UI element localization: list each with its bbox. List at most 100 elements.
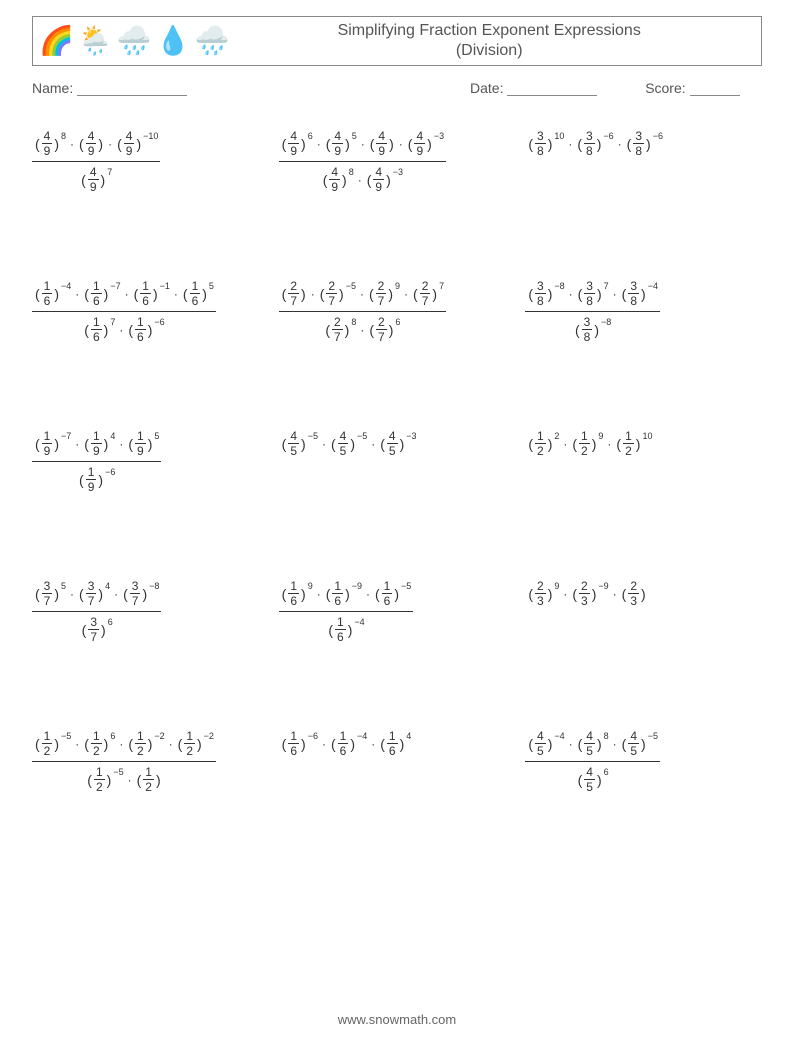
denominator: (49)7: [32, 164, 160, 195]
numerator: (12)2·(12)9·(12)10: [525, 428, 654, 459]
footer-url: www.snowmath.com: [0, 1012, 794, 1027]
problem-cell: (45)−5·(45)−5·(45)−3: [279, 428, 516, 508]
fraction-term: (16)5: [182, 280, 214, 307]
problem-cell: (12)−5·(12)6·(12)−2·(12)−2(12)−5·(12): [32, 728, 269, 808]
denominator: (12)−5·(12): [32, 764, 216, 795]
fraction-term: (16)−4: [34, 280, 71, 307]
division-bar: [32, 461, 161, 462]
fraction-term: (49)8: [322, 166, 354, 193]
denominator: (16)−4: [279, 614, 414, 645]
problem-cell: (16)−6·(16)−4·(16)4: [279, 728, 516, 808]
denominator: (37)6: [32, 614, 161, 645]
fraction-term: (16)−4: [330, 730, 367, 757]
fraction-term: (12)−5: [86, 766, 123, 793]
denominator: (16)7·(16)−6: [32, 314, 216, 345]
division-bar: [279, 611, 414, 612]
fraction-term: (19)4: [83, 430, 115, 457]
expression: (45)−5·(45)−5·(45)−3: [279, 428, 419, 459]
problem-cell: (45)−4·(45)8·(45)−5(45)6: [525, 728, 762, 808]
division-bar: [279, 311, 446, 312]
expression: (19)−7·(19)4·(19)5(19)−6: [32, 428, 161, 495]
weather-icon: 🌧️: [195, 27, 230, 55]
numerator: (45)−5·(45)−5·(45)−3: [279, 428, 419, 459]
fraction-term: (16)−1: [133, 280, 170, 307]
fraction-term: (45)−5: [621, 730, 658, 757]
denominator: (27)8·(27)6: [279, 314, 446, 345]
fraction-term: (49)8: [34, 130, 66, 157]
fraction-term: (45)8: [577, 730, 609, 757]
numerator: (49)8·(49)·(49)−10: [32, 128, 160, 159]
fraction-term: (27)7: [412, 280, 444, 307]
name-blank[interactable]: [77, 82, 187, 96]
fraction-term: (38)−4: [621, 280, 658, 307]
fraction-term: (16)−5: [374, 580, 411, 607]
fraction-term: (49)−3: [407, 130, 444, 157]
problem-cell: (37)5·(37)4·(37)−8(37)6: [32, 578, 269, 658]
fraction-term: (45)−5: [281, 430, 318, 457]
expression: (45)−4·(45)8·(45)−5(45)6: [525, 728, 660, 795]
fraction-term: (27)8: [324, 316, 356, 343]
fraction-term: (12)−5: [34, 730, 71, 757]
numerator: (16)−6·(16)−4·(16)4: [279, 728, 414, 759]
fraction-term: (16)−6: [127, 316, 164, 343]
division-bar: [32, 611, 161, 612]
division-bar: [525, 311, 660, 312]
division-bar: [32, 761, 216, 762]
fraction-term: (27)6: [368, 316, 400, 343]
expression: (38)−8·(38)7·(38)−4(38)−8: [525, 278, 660, 345]
fraction-term: (49)−3: [366, 166, 403, 193]
name-label: Name:: [32, 80, 73, 96]
date-blank[interactable]: [507, 82, 597, 96]
numerator: (45)−4·(45)8·(45)−5: [525, 728, 660, 759]
fraction-term: (49)6: [281, 130, 313, 157]
problem-cell: (23)9·(23)−9·(23): [525, 578, 762, 658]
problem-cell: (38)−8·(38)7·(38)−4(38)−8: [525, 278, 762, 358]
fraction-term: (37)−8: [122, 580, 159, 607]
problem-cell: (19)−7·(19)4·(19)5(19)−6: [32, 428, 269, 508]
fraction-term: (16)−4: [327, 616, 364, 643]
fraction-term: (38)−8: [527, 280, 564, 307]
fraction-term: (45)−4: [527, 730, 564, 757]
numerator: (49)6·(49)5·(49)·(49)−3: [279, 128, 446, 159]
expression: (23)9·(23)−9·(23): [525, 578, 648, 609]
division-bar: [279, 161, 446, 162]
fraction-term: (23): [621, 580, 647, 607]
fraction-term: (38)−8: [574, 316, 611, 343]
score-blank[interactable]: [690, 82, 740, 96]
weather-icon: 🌈: [39, 27, 74, 55]
problem-cell: (38)10·(38)−6·(38)−6: [525, 128, 762, 208]
worksheet-title: Simplifying Fraction Exponent Expression…: [229, 21, 749, 61]
division-bar: [525, 761, 660, 762]
weather-icon: 🌦️: [78, 27, 113, 55]
fraction-term: (23)−9: [571, 580, 608, 607]
fraction-term: (12)−2: [177, 730, 214, 757]
numerator: (38)−8·(38)7·(38)−4: [525, 278, 660, 309]
fraction-term: (49)5: [325, 130, 357, 157]
score-field: Score:: [645, 80, 762, 96]
fraction-term: (49): [78, 130, 104, 157]
fraction-term: (37)6: [81, 616, 113, 643]
fraction-term: (49)−10: [116, 130, 158, 157]
numerator: (16)9·(16)−9·(16)−5: [279, 578, 414, 609]
denominator: (19)−6: [32, 464, 161, 495]
problem-cell: (27)·(27)−5·(27)9·(27)7(27)8·(27)6: [279, 278, 516, 358]
fraction-term: (27): [281, 280, 307, 307]
numerator: (16)−4·(16)−7·(16)−1·(16)5: [32, 278, 216, 309]
division-bar: [32, 161, 160, 162]
fraction-term: (16)−6: [281, 730, 318, 757]
numerator: (38)10·(38)−6·(38)−6: [525, 128, 665, 159]
expression: (12)2·(12)9·(12)10: [525, 428, 654, 459]
problem-cell: (49)6·(49)5·(49)·(49)−3(49)8·(49)−3: [279, 128, 516, 208]
expression: (16)−4·(16)−7·(16)−1·(16)5 (16)7·(16)−6: [32, 278, 216, 345]
weather-icon: 💧: [156, 27, 191, 55]
score-label: Score:: [645, 80, 685, 96]
problem-cell: (16)−4·(16)−7·(16)−1·(16)5 (16)7·(16)−6: [32, 278, 269, 358]
fraction-term: (16)−9: [325, 580, 362, 607]
header-box: 🌈🌦️🌧️💧🌧️ Simplifying Fraction Exponent E…: [32, 16, 762, 66]
expression: (37)5·(37)4·(37)−8(37)6: [32, 578, 161, 645]
fraction-term: (12)2: [527, 430, 559, 457]
title-line-1: Simplifying Fraction Exponent Expression…: [229, 21, 749, 41]
fraction-term: (12): [136, 766, 162, 793]
icon-strip: 🌈🌦️🌧️💧🌧️: [39, 27, 229, 55]
fraction-term: (37)4: [78, 580, 110, 607]
